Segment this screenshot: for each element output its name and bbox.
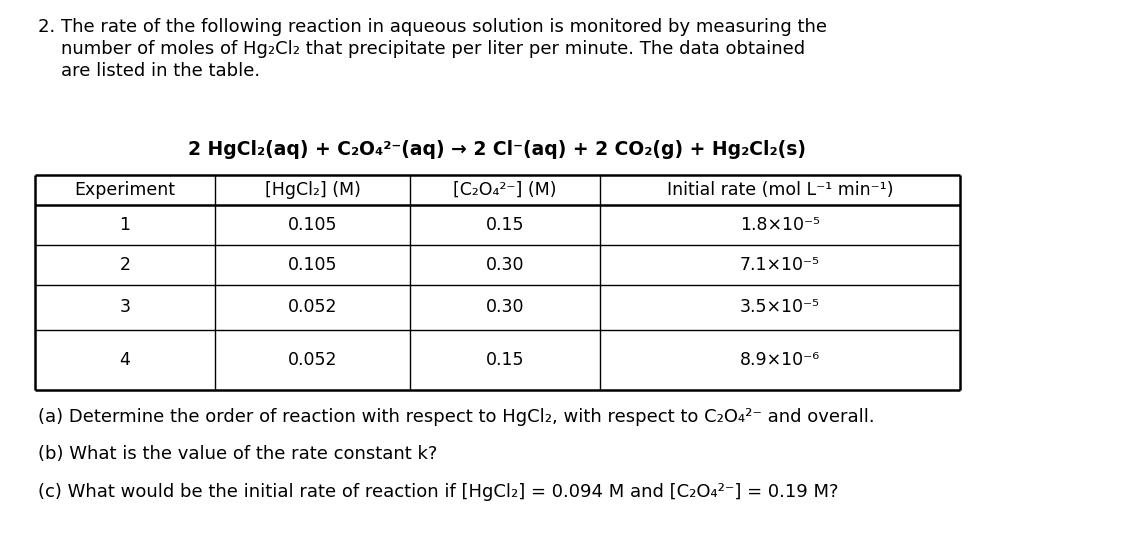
Text: 3: 3 [119,299,130,316]
Text: [HgCl₂] (M): [HgCl₂] (M) [264,181,360,199]
Text: 2. The rate of the following reaction in aqueous solution is monitored by measur: 2. The rate of the following reaction in… [38,18,827,36]
Text: (b) What is the value of the rate constant k?: (b) What is the value of the rate consta… [38,445,438,463]
Text: 0.105: 0.105 [288,216,338,234]
Text: Initial rate (mol L⁻¹ min⁻¹): Initial rate (mol L⁻¹ min⁻¹) [667,181,893,199]
Text: Experiment: Experiment [74,181,176,199]
Text: [C₂O₄²⁻] (M): [C₂O₄²⁻] (M) [453,181,557,199]
Text: (a) Determine the order of reaction with respect to HgCl₂, with respect to C₂O₄²: (a) Determine the order of reaction with… [38,408,874,426]
Text: 0.052: 0.052 [288,299,338,316]
Text: 0.105: 0.105 [288,256,338,274]
Text: 7.1×10⁻⁵: 7.1×10⁻⁵ [740,256,820,274]
Text: 0.15: 0.15 [486,351,524,369]
Text: 4: 4 [119,351,130,369]
Text: (c) What would be the initial rate of reaction if [HgCl₂] = 0.094 M and [C₂O₄²⁻]: (c) What would be the initial rate of re… [38,483,838,501]
Text: 2 HgCl₂(aq) + C₂O₄²⁻(aq) → 2 Cl⁻(aq) + 2 CO₂(g) + Hg₂Cl₂(s): 2 HgCl₂(aq) + C₂O₄²⁻(aq) → 2 Cl⁻(aq) + 2… [189,140,807,159]
Text: 1: 1 [119,216,130,234]
Text: 0.30: 0.30 [486,299,524,316]
Text: 2: 2 [119,256,130,274]
Text: 1.8×10⁻⁵: 1.8×10⁻⁵ [740,216,820,234]
Text: number of moles of Hg₂Cl₂ that precipitate per liter per minute. The data obtain: number of moles of Hg₂Cl₂ that precipita… [38,40,805,58]
Text: 0.052: 0.052 [288,351,338,369]
Text: 0.30: 0.30 [486,256,524,274]
Text: are listed in the table.: are listed in the table. [38,62,260,80]
Text: 8.9×10⁻⁶: 8.9×10⁻⁶ [740,351,820,369]
Text: 0.15: 0.15 [486,216,524,234]
Text: 3.5×10⁻⁵: 3.5×10⁻⁵ [740,299,820,316]
